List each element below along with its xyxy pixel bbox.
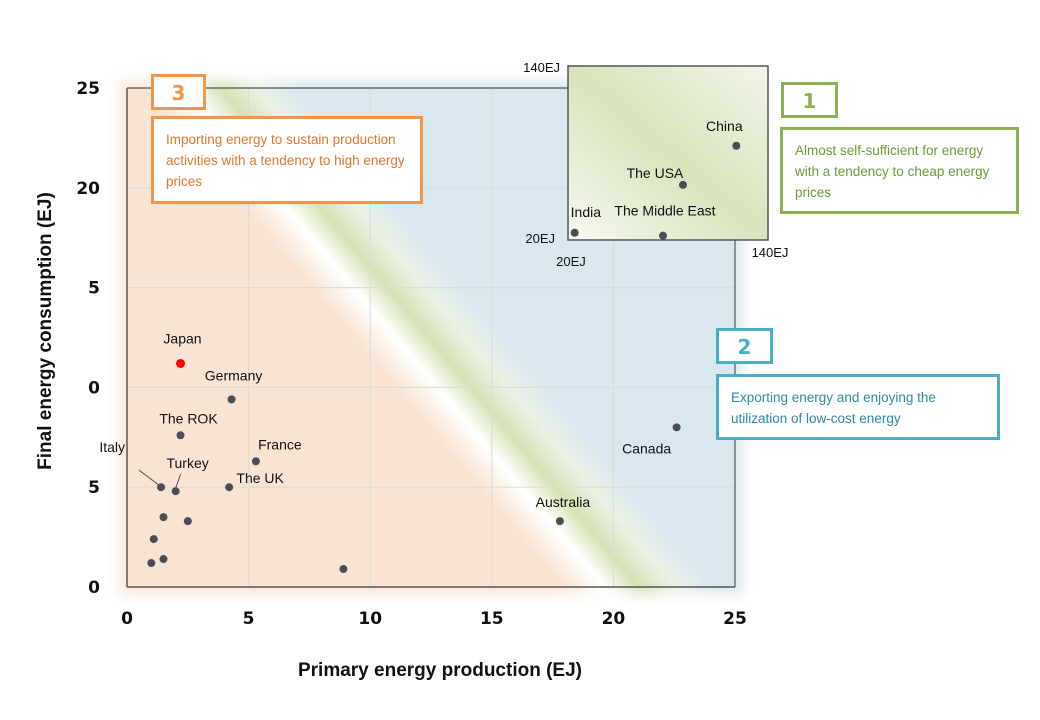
region-3-number-badge: 3 bbox=[151, 74, 206, 110]
y-tick-label: 20 bbox=[76, 179, 100, 199]
inset-point-label: China bbox=[706, 118, 743, 134]
data-point-australia bbox=[555, 517, 564, 526]
region-3-description: Importing energy to sustain production a… bbox=[151, 116, 423, 204]
point-label: Japan bbox=[163, 330, 201, 346]
point-label: Turkey bbox=[166, 455, 208, 471]
y-axis-ticks: 0 5 0 5 20 25 bbox=[76, 79, 100, 598]
inset-point-label: The USA bbox=[627, 165, 684, 181]
region-2-description: Exporting energy and enjoying the utiliz… bbox=[716, 374, 1000, 440]
x-axis-ticks: 0 5 10 15 20 25 bbox=[121, 609, 747, 629]
inset-data-point bbox=[679, 180, 687, 189]
inset-frame bbox=[567, 65, 769, 241]
point-label: The UK bbox=[236, 470, 284, 486]
x-axis-title: Primary energy production (EJ) bbox=[298, 660, 582, 681]
inset-x-min-label: 20EJ bbox=[556, 254, 586, 269]
data-point bbox=[339, 565, 348, 574]
data-point-japan bbox=[176, 358, 186, 368]
y-tick-label: 5 bbox=[88, 279, 100, 299]
data-point bbox=[147, 559, 156, 568]
inset-data-point bbox=[570, 228, 579, 237]
inset-point-label: The Middle East bbox=[614, 203, 715, 219]
inset-data-point bbox=[659, 231, 667, 240]
turkey-leader-line bbox=[175, 474, 182, 489]
data-point-italy bbox=[157, 483, 166, 492]
data-point bbox=[159, 513, 168, 522]
x-tick-label: 15 bbox=[480, 609, 504, 629]
data-point-turkey bbox=[171, 487, 180, 496]
data-point-the-rok bbox=[176, 431, 185, 440]
inset-y-max-label: 140EJ bbox=[523, 60, 560, 75]
x-tick-label: 25 bbox=[723, 609, 747, 629]
region-1-number-badge: 1 bbox=[781, 82, 838, 118]
data-point bbox=[183, 517, 192, 526]
data-point-canada bbox=[672, 423, 681, 432]
x-tick-label: 20 bbox=[602, 609, 626, 629]
italy-leader-line bbox=[138, 469, 160, 486]
point-label: Germany bbox=[205, 367, 263, 383]
inset-y-min-label: 20EJ bbox=[525, 231, 555, 246]
y-tick-label: 0 bbox=[88, 578, 100, 598]
data-point-france bbox=[251, 457, 260, 466]
point-label: Canada bbox=[622, 440, 671, 456]
data-point-the-uk bbox=[225, 483, 234, 492]
point-label: The ROK bbox=[159, 410, 218, 426]
y-tick-label: 25 bbox=[76, 79, 100, 99]
x-tick-label: 10 bbox=[358, 609, 382, 629]
y-tick-label: 5 bbox=[88, 478, 100, 498]
point-label: Italy bbox=[99, 439, 125, 455]
region-2-number-badge: 2 bbox=[716, 328, 773, 364]
x-tick-label: 0 bbox=[121, 609, 133, 629]
data-points: Japan Germany The ROK France Italy Turkey The … bbox=[99, 330, 681, 574]
data-point bbox=[149, 535, 158, 544]
inset-data-point bbox=[732, 141, 741, 150]
y-tick-label: 0 bbox=[88, 378, 100, 398]
data-point bbox=[159, 555, 168, 564]
inset-point-label: India bbox=[571, 204, 602, 220]
region-1-description: Almost self-sufficient for energy with a… bbox=[780, 127, 1019, 214]
point-label: France bbox=[258, 436, 302, 452]
data-point-germany bbox=[227, 395, 236, 404]
inset-x-max-label: 140EJ bbox=[752, 245, 789, 260]
y-axis-title: Final energy consumption (EJ) bbox=[35, 192, 56, 470]
x-tick-label: 5 bbox=[243, 609, 255, 629]
point-label: Australia bbox=[536, 494, 591, 510]
